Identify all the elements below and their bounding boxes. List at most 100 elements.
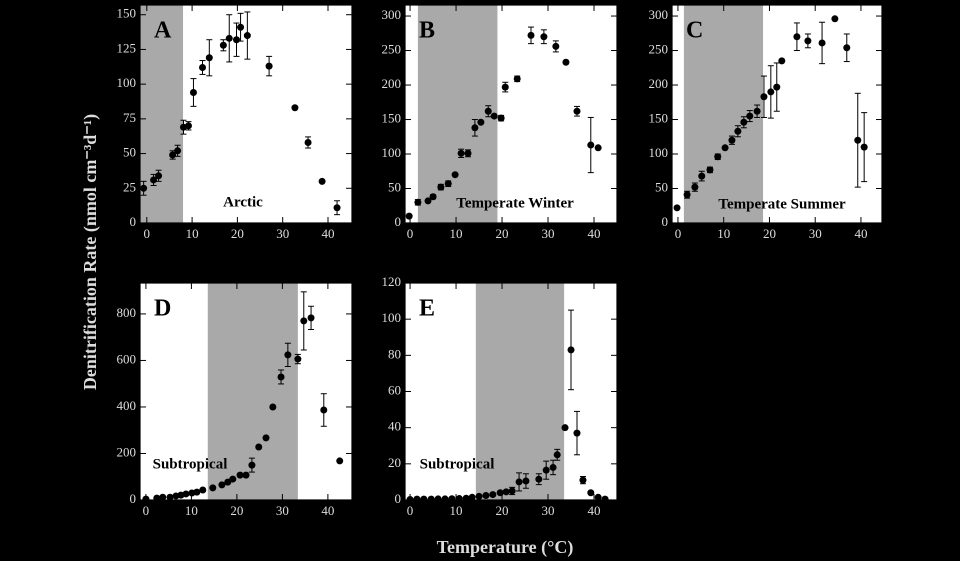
data-point [427,495,435,503]
data-point [601,495,609,503]
y-tick-label: 100 [117,75,137,90]
y-tick-label: 60 [388,382,401,397]
data-point [320,406,328,414]
x-tick-label: 40 [854,226,867,241]
data-point [424,197,432,205]
x-tick-label: 20 [763,226,776,241]
x-tick-label: 40 [588,226,601,241]
x-tick-label: 40 [321,503,334,518]
y-tick-label: 120 [382,274,402,289]
data-point [753,107,761,115]
data-point [205,54,213,62]
data-point [683,191,691,199]
x-axis-label: Temperature (°C) [437,537,574,558]
data-point [489,491,497,499]
data-point [229,475,237,483]
data-point [414,198,422,206]
data-point [199,63,207,71]
data-point [540,33,548,41]
y-tick-label: 80 [388,346,401,361]
data-point [854,136,862,144]
data-point [265,62,273,70]
shaded-range [417,5,498,223]
data-point [237,23,245,31]
data-point [255,443,263,451]
y-tick-label: 150 [117,6,137,21]
y-tick-label: 400 [117,398,137,413]
data-point [471,124,479,132]
data-point [464,149,472,157]
x-tick-label: 30 [542,226,555,241]
panel-letter: B [419,18,435,44]
data-point [236,471,244,479]
data-point [562,58,570,66]
data-point [484,107,492,115]
data-point [413,495,421,503]
data-point [457,149,465,157]
data-point [587,489,595,497]
data-point [140,184,148,192]
data-point [482,491,490,499]
shaded-range [140,5,184,223]
data-point [552,42,560,50]
y-tick-label: 50 [123,145,136,160]
data-point [734,127,742,135]
y-tick-label: 20 [388,455,401,470]
x-tick-label: 10 [450,503,463,518]
panel-letter: E [419,296,435,322]
y-tick-label: 100 [649,145,669,160]
panel-annotation: Arctic [223,194,263,210]
x-tick-label: 10 [186,226,199,241]
x-tick-label: 30 [809,226,822,241]
data-point [437,183,445,191]
x-tick-label: 0 [407,226,414,241]
data-point [740,118,748,126]
y-tick-label: 200 [117,444,137,459]
data-point [182,490,190,498]
data-point [728,136,736,144]
data-point [232,36,240,44]
y-tick-label: 0 [662,214,669,229]
y-tick-label: 75 [123,110,136,125]
panel-annotation: Subtropical [420,456,495,472]
data-point [248,461,256,469]
data-point [706,166,714,174]
y-tick-label: 800 [117,305,137,320]
data-point [818,39,826,47]
y-tick-label: 200 [382,76,402,91]
shaded-range [475,283,565,500]
y-axis-label: Denitrification Rate (nmol cm⁻³d⁻¹) [80,114,101,390]
data-point [714,153,722,161]
x-tick-label: 30 [276,503,289,518]
data-point [262,434,270,442]
data-point [793,33,801,41]
data-point [594,144,602,152]
data-point [767,88,775,96]
x-tick-label: 0 [143,503,150,518]
data-point [284,351,292,359]
data-point [455,495,463,503]
data-point [336,457,344,465]
data-point [587,141,595,149]
data-point [193,488,201,496]
data-point [579,476,587,484]
data-point [444,180,452,188]
y-tick-label: 0 [395,491,402,506]
panel: 0 10 20 30 40 0 50 100 150 200 250 300 B Temperate Wi… [382,4,618,241]
data-point [746,112,754,120]
y-tick-label: 300 [382,7,402,22]
plot-frame [139,282,353,501]
data-point [174,147,182,155]
plot-frame [404,4,618,224]
data-point [496,489,504,497]
data-point [497,114,505,122]
data-point [567,346,575,354]
y-tick-label: 150 [649,111,669,126]
x-tick-label: 0 [407,503,414,518]
data-point [243,32,251,40]
data-point [219,41,227,49]
panel-annotation: Temperate Winter [456,195,574,211]
y-tick-label: 40 [388,419,401,434]
data-point [561,424,569,432]
